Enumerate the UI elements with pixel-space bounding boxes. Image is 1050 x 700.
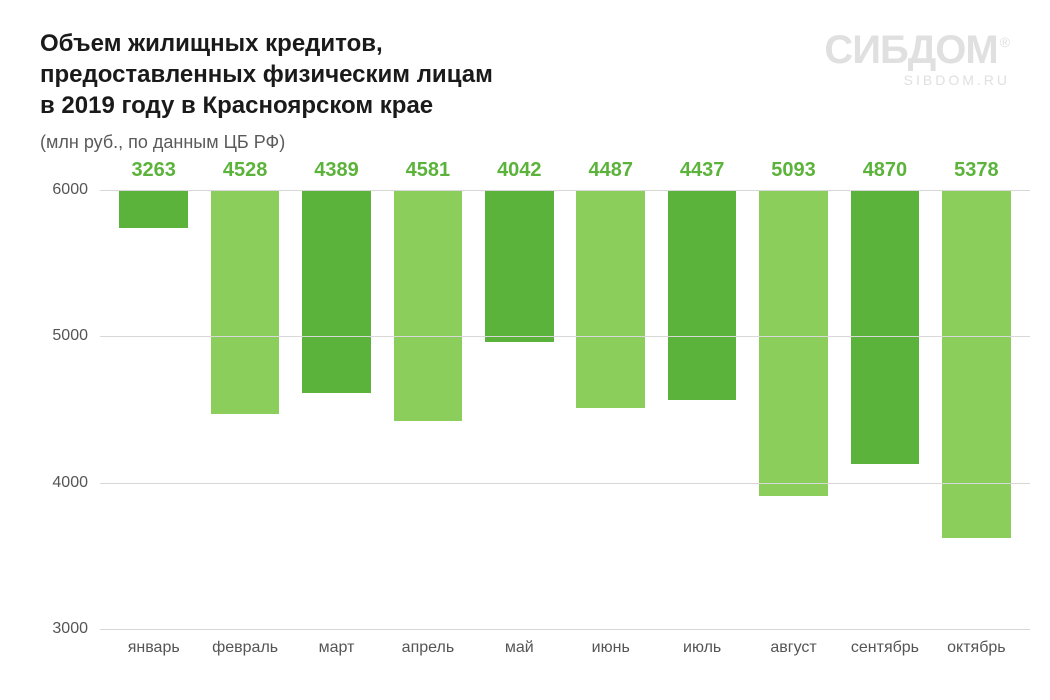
bar-value-label: 4528 bbox=[223, 159, 268, 182]
y-axis-label: 6000 bbox=[52, 181, 100, 199]
bar-slot: 4487июнь bbox=[565, 190, 656, 629]
bar-slot: 4581апрель bbox=[382, 190, 473, 629]
bar: 3263 bbox=[119, 190, 188, 228]
bar-slot: 3263январь bbox=[108, 190, 199, 629]
x-axis-label: февраль bbox=[212, 639, 278, 657]
bar: 4487 bbox=[576, 190, 645, 408]
gridline bbox=[100, 483, 1030, 484]
bar: 4870 bbox=[851, 190, 920, 464]
bar-value-label: 4870 bbox=[863, 159, 908, 182]
bars-container: 3263январь4528февраль4389март4581апрель4… bbox=[100, 190, 1030, 629]
bar: 5378 bbox=[942, 190, 1011, 538]
x-axis-label: август bbox=[770, 639, 816, 657]
bar-slot: 5093август bbox=[748, 190, 839, 629]
x-axis-label: сентябрь bbox=[851, 639, 919, 657]
bar-value-label: 3263 bbox=[131, 159, 176, 182]
bar: 4389 bbox=[302, 190, 371, 393]
title-line-2: предоставленных физическим лицам bbox=[40, 59, 1010, 90]
bar: 4528 bbox=[211, 190, 280, 414]
chart-subtitle: (млн руб., по данным ЦБ РФ) bbox=[40, 132, 1010, 153]
x-axis-label: май bbox=[505, 639, 534, 657]
gridline bbox=[100, 629, 1030, 630]
bar-slot: 5378октябрь bbox=[931, 190, 1022, 629]
plot-area: 3263январь4528февраль4389март4581апрель4… bbox=[100, 190, 1030, 630]
bar: 5093 bbox=[759, 190, 828, 496]
x-axis-label: июль bbox=[683, 639, 721, 657]
y-axis-label: 4000 bbox=[52, 474, 100, 492]
bar-value-label: 4042 bbox=[497, 159, 542, 182]
x-axis-label: апрель bbox=[402, 639, 455, 657]
x-axis-label: июнь bbox=[592, 639, 630, 657]
bar-value-label: 4487 bbox=[588, 159, 633, 182]
bar: 4437 bbox=[668, 190, 737, 400]
x-axis-label: март bbox=[319, 639, 355, 657]
title-line-1: Объем жилищных кредитов, bbox=[40, 28, 1010, 59]
bar-value-label: 4437 bbox=[680, 159, 725, 182]
x-axis-label: январь bbox=[128, 639, 180, 657]
bar-chart: 3263январь4528февраль4389март4581апрель4… bbox=[40, 190, 1030, 670]
bar-value-label: 4389 bbox=[314, 159, 359, 182]
gridline bbox=[100, 336, 1030, 337]
y-axis-label: 3000 bbox=[52, 620, 100, 638]
bar-slot: 4528февраль bbox=[199, 190, 290, 629]
gridline bbox=[100, 190, 1030, 191]
bar: 4581 bbox=[394, 190, 463, 421]
title-line-3: в 2019 году в Красноярском крае bbox=[40, 90, 1010, 121]
bar-value-label: 5378 bbox=[954, 159, 999, 182]
y-axis-label: 5000 bbox=[52, 327, 100, 345]
x-axis-label: октябрь bbox=[947, 639, 1005, 657]
chart-title: Объем жилищных кредитов, предоставленных… bbox=[40, 28, 1010, 122]
bar-value-label: 4581 bbox=[406, 159, 451, 182]
bar-slot: 4042май bbox=[474, 190, 565, 629]
bar-slot: 4389март bbox=[291, 190, 382, 629]
bar-value-label: 5093 bbox=[771, 159, 816, 182]
bar-slot: 4437июль bbox=[656, 190, 747, 629]
bar: 4042 bbox=[485, 190, 554, 342]
bar-slot: 4870сентябрь bbox=[839, 190, 930, 629]
